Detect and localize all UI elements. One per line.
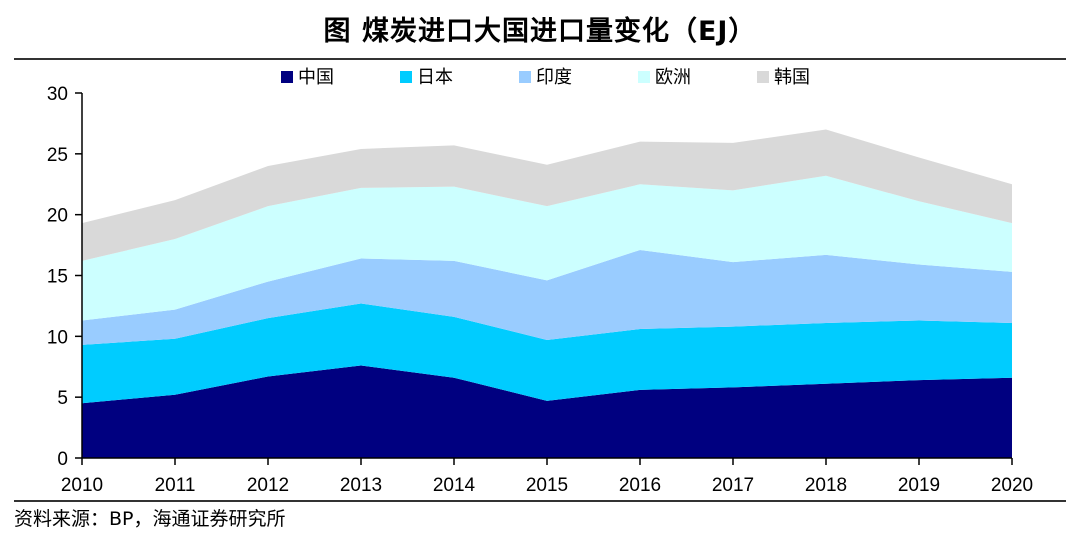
legend-label-2: 印度 (536, 67, 572, 88)
legend-label-1: 日本 (417, 67, 453, 88)
area-series-3 (82, 175, 1012, 321)
area-series-1 (82, 303, 1012, 404)
y-tick-label: 25 (47, 145, 68, 166)
x-tick-label: 2018 (805, 475, 847, 496)
legend-swatch-3 (638, 71, 650, 83)
y-tick-label: 5 (57, 388, 68, 409)
legend-swatch-0 (281, 71, 293, 83)
x-tick-label: 2014 (433, 475, 476, 496)
y-tick-label: 15 (47, 267, 68, 288)
x-tick-label: 2017 (712, 475, 754, 496)
y-tick-label: 10 (47, 327, 68, 348)
y-tick-label: 20 (47, 206, 68, 227)
legend: 中国 日本 印度 欧洲 韩国 (281, 67, 810, 88)
chart-title: 图 煤炭进口大国进口量变化（EJ） (323, 16, 757, 47)
x-tick-label: 2015 (526, 475, 568, 496)
legend-label-0: 中国 (298, 67, 334, 88)
y-tick-label: 0 (57, 449, 68, 470)
x-tick-label: 2020 (991, 475, 1033, 496)
legend-label-4: 韩国 (774, 67, 810, 88)
legend-swatch-2 (519, 71, 531, 83)
area-series-2 (82, 249, 1012, 345)
bottom-rule (14, 500, 1066, 502)
x-tick-label: 2010 (61, 475, 103, 496)
x-tick-label: 2013 (340, 475, 382, 496)
x-tick-label: 2012 (247, 475, 289, 496)
top-rule (14, 58, 1066, 60)
area-layers (82, 129, 1012, 458)
legend-label-3: 欧洲 (655, 67, 691, 88)
legend-swatch-4 (757, 71, 769, 83)
x-tick-label: 2016 (619, 475, 661, 496)
axes: 0 5 10 15 20 25 30 2010 2011 2012 2013 2014 2015 2016… (47, 84, 1033, 496)
area-series-0 (82, 365, 1012, 458)
x-tick-label: 2019 (898, 475, 940, 496)
legend-swatch-1 (400, 71, 412, 83)
x-tick-label: 2011 (155, 475, 196, 496)
source-note: 资料来源：BP，海通证券研究所 (14, 508, 286, 530)
y-tick-label: 30 (47, 84, 68, 105)
area-series-4 (82, 129, 1012, 261)
stacked-area-chart: 0 5 10 15 20 25 30 2010 2011 2012 2013 2014 2015 2016… (47, 67, 1033, 496)
